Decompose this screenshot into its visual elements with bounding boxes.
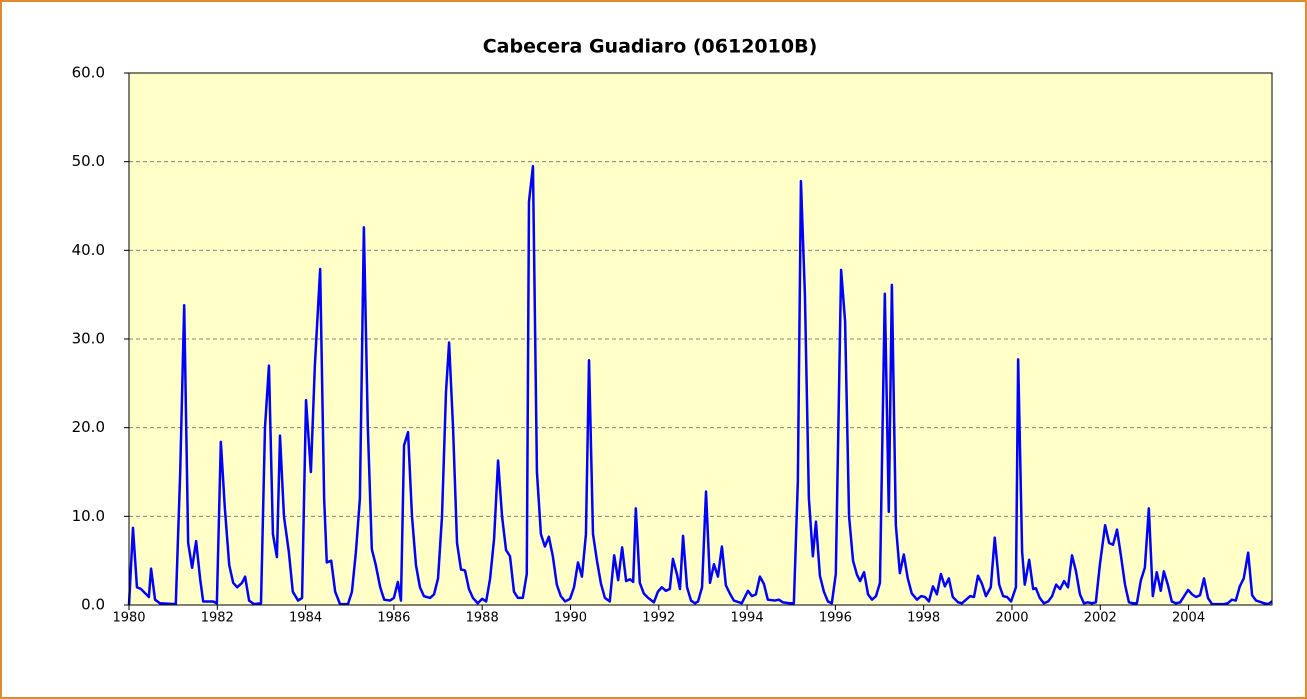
x-tick-label: 1990 [554, 611, 587, 626]
x-tick-label: 1992 [642, 611, 675, 626]
y-tick-label: 60.0 [72, 64, 105, 82]
x-tick-label: 1994 [731, 611, 764, 626]
y-tick-label: 30.0 [72, 330, 105, 348]
x-tick-label: 2002 [1084, 611, 1117, 626]
x-tick-label: 1988 [466, 611, 499, 626]
y-tick-label: 40.0 [72, 241, 105, 259]
y-tick-label: 10.0 [72, 507, 105, 525]
plot-border [128, 72, 1273, 606]
x-tick-label: 2000 [995, 611, 1028, 626]
y-tick-label: 20.0 [72, 418, 105, 436]
x-tick-label: 2004 [1172, 611, 1205, 626]
y-tick-label: 50.0 [72, 152, 105, 170]
x-tick-label: 1998 [907, 611, 940, 626]
x-tick-label: 1984 [289, 611, 322, 626]
data-line [127, 164, 1273, 606]
x-tick-label: 1996 [819, 611, 852, 626]
chart-title: Cabecera Guadiaro (0612010B) [483, 36, 818, 58]
x-tick-label: 1982 [201, 611, 234, 626]
y-tick-label: 0.0 [81, 596, 105, 614]
x-tick-label: 1980 [112, 611, 145, 626]
x-tick-label: 1986 [377, 611, 410, 626]
